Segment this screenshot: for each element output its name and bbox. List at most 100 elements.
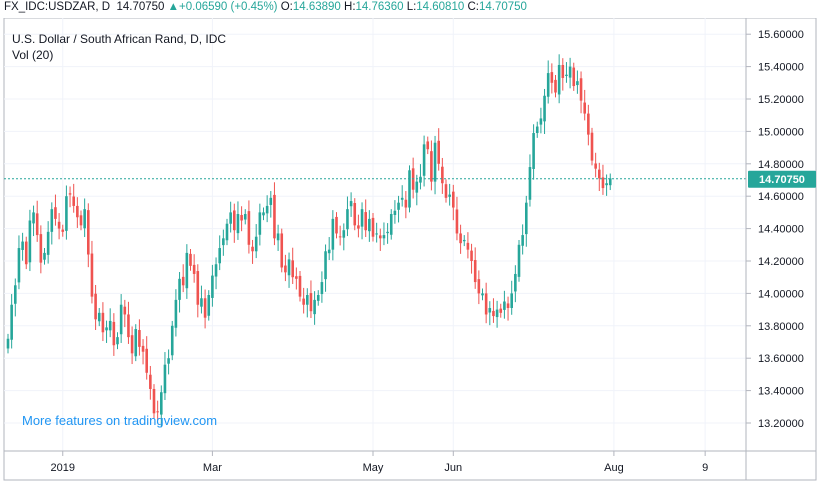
- grid-lines: [4, 18, 746, 451]
- candle-body: [127, 314, 130, 338]
- candle: [130, 326, 134, 365]
- candle-body: [488, 307, 492, 313]
- candle: [503, 290, 506, 319]
- candle-body: [568, 66, 572, 78]
- candle: [598, 162, 601, 192]
- candle: [54, 194, 57, 226]
- low-value: 14.60810: [416, 1, 465, 13]
- candle-body: [554, 79, 557, 93]
- candle-body: [594, 163, 597, 169]
- candle: [35, 200, 39, 242]
- candle: [181, 264, 185, 293]
- candle-body: [550, 72, 554, 83]
- candle: [309, 280, 313, 319]
- candle: [105, 320, 108, 343]
- candle-body: [528, 167, 532, 200]
- candle: [185, 244, 189, 299]
- candle-body: [517, 244, 521, 277]
- candle-body: [364, 212, 367, 231]
- candle: [68, 186, 72, 208]
- tradingview-link[interactable]: More features on tradingview.com: [22, 413, 217, 428]
- candle-body: [539, 118, 543, 125]
- candle-body: [419, 176, 422, 183]
- candle-body: [251, 246, 254, 252]
- candle-body: [437, 140, 440, 164]
- price-chart[interactable]: 13.20000 13.40000 13.60000 13.80000 14.00000…: [0, 17, 820, 484]
- candle-body: [313, 299, 316, 315]
- candle: [207, 290, 211, 321]
- candle: [79, 210, 83, 231]
- candle-body: [397, 202, 400, 210]
- candle: [46, 221, 50, 264]
- candle: [276, 224, 280, 251]
- candle-body: [448, 194, 451, 197]
- candle-body: [138, 330, 141, 347]
- candle: [371, 213, 375, 242]
- candle: [484, 282, 488, 324]
- candle-body: [185, 252, 189, 289]
- low-label: L:: [406, 1, 417, 13]
- candle: [576, 70, 579, 94]
- candle-body: [265, 205, 269, 214]
- candle: [382, 222, 386, 246]
- candle-body: [97, 312, 101, 322]
- candle: [254, 224, 258, 259]
- candle-body: [535, 126, 539, 134]
- symbol-name[interactable]: FX_IDC:USDZAR, D: [4, 1, 111, 13]
- candle: [426, 136, 430, 155]
- candle-body: [287, 259, 291, 276]
- candle-body: [481, 293, 484, 296]
- candle-body: [222, 238, 225, 246]
- candle: [535, 121, 539, 138]
- candle: [280, 228, 284, 273]
- time-tick-label: 2019: [51, 462, 75, 474]
- candle-body: [170, 325, 174, 356]
- candle-body: [346, 209, 349, 230]
- candle: [265, 195, 269, 223]
- candle: [189, 249, 192, 271]
- candle-body: [72, 196, 75, 206]
- candle-body: [10, 304, 13, 340]
- candle-body: [119, 304, 123, 335]
- candle-body: [39, 234, 43, 263]
- candle: [57, 213, 61, 240]
- candle: [258, 203, 262, 246]
- candle-body: [54, 207, 57, 219]
- candle: [335, 212, 338, 239]
- candle-body: [430, 151, 433, 182]
- candle: [112, 313, 116, 356]
- time-tick-label: 9: [702, 462, 708, 474]
- candle: [444, 179, 448, 203]
- candle: [273, 182, 276, 246]
- candle: [108, 308, 112, 338]
- open-value: 14.63890: [292, 1, 341, 13]
- candle-body: [295, 276, 298, 279]
- candle-body: [94, 293, 97, 320]
- volume-legend[interactable]: Vol (20): [12, 48, 53, 62]
- candle-body: [309, 293, 313, 312]
- price-axis: 13.20000 13.40000 13.60000 13.80000 14.00000…: [746, 29, 804, 430]
- price-tick-label: 14.40000: [758, 224, 804, 236]
- candle: [357, 214, 360, 238]
- candle-body: [422, 144, 426, 176]
- candle: [178, 272, 181, 313]
- candle: [360, 202, 364, 240]
- last-price: 14.70750: [116, 1, 165, 13]
- candle: [386, 223, 389, 244]
- candle: [389, 209, 393, 240]
- candle-body: [112, 321, 116, 346]
- candle: [134, 324, 138, 362]
- chart-frame: [3, 17, 817, 481]
- candle: [17, 235, 21, 290]
- candle-body: [192, 264, 196, 274]
- candle: [415, 174, 419, 206]
- candle-body: [598, 169, 601, 179]
- candle: [568, 57, 572, 89]
- candle-body: [214, 264, 218, 277]
- candle: [327, 237, 331, 261]
- candle: [152, 384, 156, 419]
- chart-container[interactable]: 13.20000 13.40000 13.60000 13.80000 14.00000…: [0, 17, 820, 484]
- candle-body: [134, 329, 138, 357]
- candle-body: [576, 81, 579, 86]
- candle-body: [306, 295, 309, 305]
